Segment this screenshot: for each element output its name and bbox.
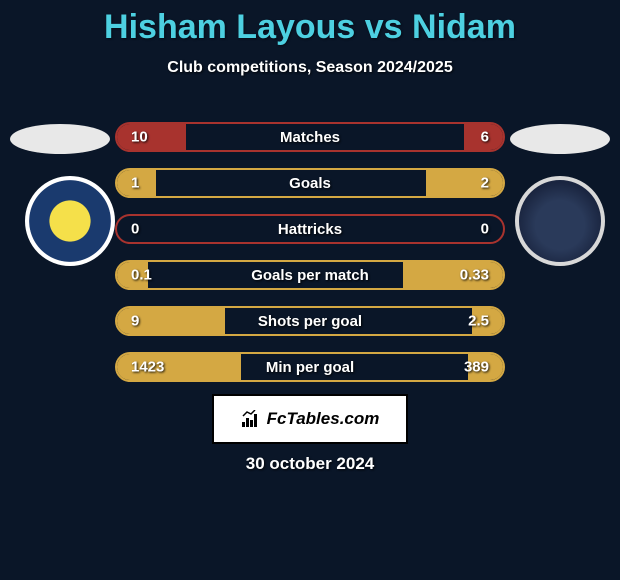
stat-label: Min per goal [266, 359, 354, 376]
date-label: 30 october 2024 [0, 454, 620, 474]
club-badge-left [25, 176, 115, 266]
stat-value-left: 10 [131, 129, 148, 146]
stat-value-right: 389 [464, 359, 489, 376]
player-avatar-right [510, 124, 610, 154]
page-title: Hisham Layous vs Nidam [0, 0, 620, 47]
stat-row: 0 0 Hattricks [115, 214, 505, 244]
bar-right [426, 170, 503, 196]
stat-value-right: 2.5 [468, 313, 489, 330]
attribution-badge: FcTables.com [212, 394, 408, 444]
attribution-text: FcTables.com [267, 409, 380, 429]
comparison-infographic: Hisham Layous vs Nidam Club competitions… [0, 0, 620, 580]
stat-label: Goals per match [251, 267, 369, 284]
stats-area: 10 6 Matches 1 2 Goals 0 0 Hattricks 0.1 0.33 Goals… [115, 122, 505, 398]
stat-value-right: 0 [481, 221, 489, 238]
stat-value-left: 1423 [131, 359, 164, 376]
stat-value-left: 9 [131, 313, 139, 330]
stat-row: 9 2.5 Shots per goal [115, 306, 505, 336]
stat-label: Hattricks [278, 221, 342, 238]
stat-value-left: 0 [131, 221, 139, 238]
stat-value-left: 0.1 [131, 267, 152, 284]
stat-row: 1423 389 Min per goal [115, 352, 505, 382]
stat-row: 10 6 Matches [115, 122, 505, 152]
player-avatar-left [10, 124, 110, 154]
stat-label: Goals [289, 175, 331, 192]
stat-value-right: 6 [481, 129, 489, 146]
stat-row: 0.1 0.33 Goals per match [115, 260, 505, 290]
club-badge-right [515, 176, 605, 266]
stat-label: Matches [280, 129, 340, 146]
chart-icon [241, 410, 263, 428]
subtitle: Club competitions, Season 2024/2025 [0, 59, 620, 77]
stat-value-left: 1 [131, 175, 139, 192]
stat-label: Shots per goal [258, 313, 362, 330]
stat-value-right: 0.33 [460, 267, 489, 284]
bar-left [117, 124, 186, 150]
stat-row: 1 2 Goals [115, 168, 505, 198]
stat-value-right: 2 [481, 175, 489, 192]
